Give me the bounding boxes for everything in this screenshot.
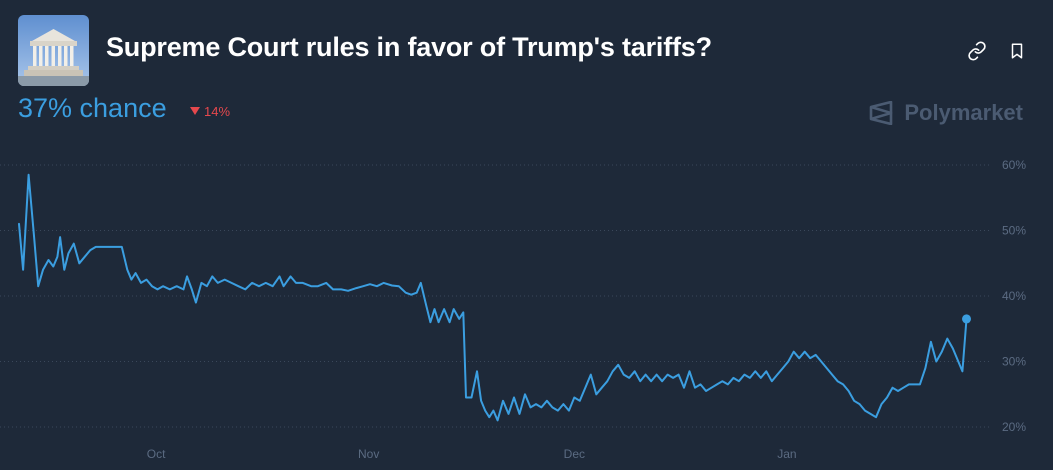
y-tick-label: 60% xyxy=(1002,158,1026,172)
triangle-down-icon xyxy=(190,107,200,115)
x-tick-label: Nov xyxy=(358,447,379,461)
y-tick-label: 50% xyxy=(1002,224,1026,238)
price-chart[interactable]: 60% 50% 40% 30% 20% Oct Nov Dec Jan xyxy=(0,140,1053,470)
y-axis-ticks: 60% 50% 40% 30% 20% xyxy=(1002,158,1026,434)
x-tick-label: Jan xyxy=(777,447,796,461)
series-line-yes xyxy=(18,173,968,422)
bookmark-button[interactable] xyxy=(1006,40,1028,62)
x-axis-ticks: Oct Nov Dec Jan xyxy=(147,447,797,461)
y-tick-label: 40% xyxy=(1002,289,1026,303)
y-tick-label: 30% xyxy=(1002,355,1026,369)
chance-value: 37% chance xyxy=(18,93,167,123)
change-value: 14% xyxy=(204,104,231,119)
market-title: Supreme Court rules in favor of Trump's … xyxy=(106,32,712,62)
link-icon xyxy=(968,41,986,61)
copy-link-button[interactable] xyxy=(966,40,988,62)
y-tick-label: 20% xyxy=(1002,420,1026,434)
change-badge: 14% xyxy=(190,104,230,119)
polymarket-logo-icon xyxy=(870,101,893,125)
market-thumbnail xyxy=(18,15,89,86)
chart-grid xyxy=(0,164,992,428)
brand-name: Polymarket xyxy=(904,100,1023,125)
brand-logo: Polymarket xyxy=(868,100,1023,126)
series-end-marker xyxy=(962,314,972,324)
supreme-court-thumbnail xyxy=(18,15,89,86)
bookmark-icon xyxy=(1011,43,1023,59)
x-tick-label: Dec xyxy=(564,447,585,461)
x-tick-label: Oct xyxy=(147,447,166,461)
